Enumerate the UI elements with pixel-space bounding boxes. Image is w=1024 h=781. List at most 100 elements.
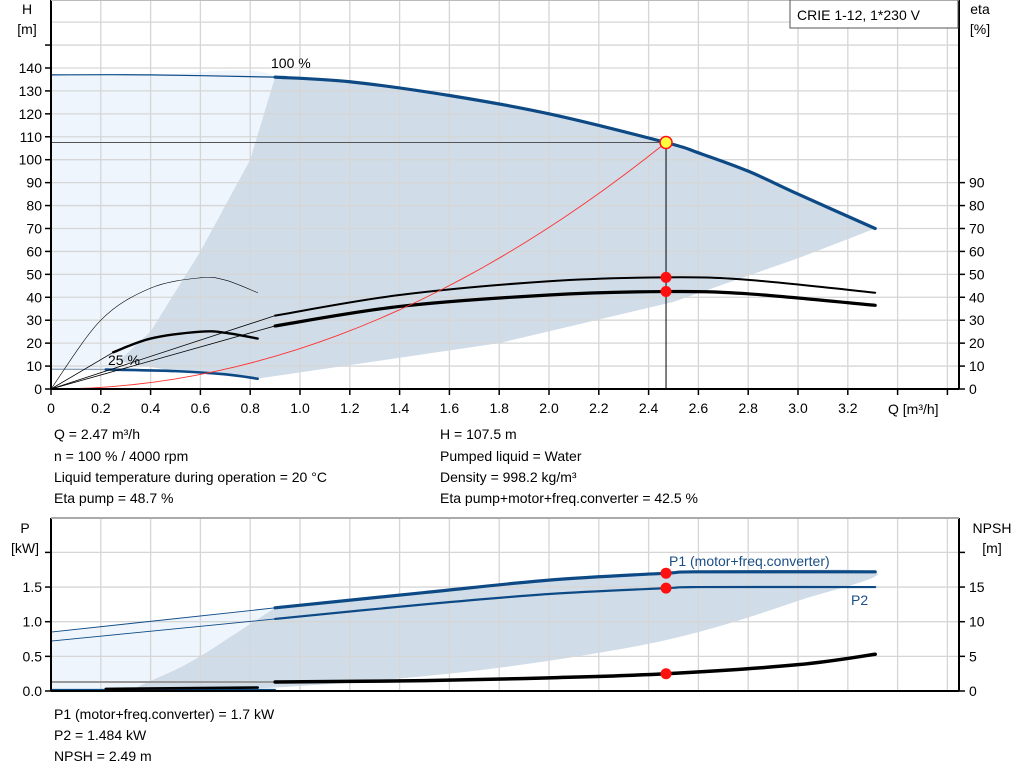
info-h: H = 107.5 m	[440, 426, 517, 442]
p2-marker	[660, 582, 672, 594]
info-p1: P1 (motor+freq.converter) = 1.7 kW	[54, 706, 275, 722]
legend-box: CRIE 1-12, 1*230 V	[789, 0, 959, 29]
x-tick-label: 2.0	[539, 400, 559, 416]
info-density: Density = 998.2 kg/m³	[440, 469, 577, 485]
x-tick-label: 2.4	[639, 400, 659, 416]
h-axis-unit: [m]	[17, 21, 36, 37]
eta-tick-label: 10	[969, 358, 985, 374]
x-tick-label: 0.6	[191, 400, 211, 416]
eta-tick-label: 60	[969, 243, 985, 259]
h-tick-label: 70	[26, 220, 42, 236]
x-tick-label: 0.2	[91, 400, 111, 416]
p1-marker	[660, 567, 672, 579]
curve-label-100: 100 %	[271, 55, 311, 71]
x-tick-label: 1.2	[340, 400, 360, 416]
p2-ext-curve	[50, 618, 276, 642]
info-eta-total: Eta pump+motor+freq.converter = 42.5 %	[440, 490, 698, 506]
head-25-curve	[104, 368, 259, 380]
eta-tick-label: 0	[969, 381, 977, 397]
npsh-axis-label: NPSH	[973, 520, 1012, 536]
p-tick-label: 0.5	[23, 648, 43, 664]
p1-curve-label: P1 (motor+freq.converter)	[669, 553, 830, 569]
x-tick-label: 1.8	[489, 400, 509, 416]
h-tick-label: 30	[26, 312, 42, 328]
eta-tick-label: 30	[969, 312, 985, 328]
h-tick-label: 120	[19, 106, 43, 122]
npsh-axis-unit: [m]	[982, 540, 1001, 556]
x-tick-label: 3.2	[838, 400, 858, 416]
info-liquid: Pumped liquid = Water	[440, 448, 582, 464]
eta-total-marker	[660, 286, 672, 298]
q-axis-label: Q [m³/h]	[888, 401, 939, 417]
eta-tick-label: 50	[969, 266, 985, 282]
eta-axis-unit: [%]	[970, 21, 990, 37]
npsh-tick-label: 5	[969, 648, 977, 664]
eta-total-curve	[273, 289, 877, 328]
h-tick-label: 140	[19, 60, 43, 76]
x-tick-label: 1.4	[390, 400, 410, 416]
p-axis-unit: [kW]	[11, 540, 39, 556]
eta-tick-label: 80	[969, 198, 985, 214]
eta-tick-label: 90	[969, 175, 985, 191]
eta-total-25-ext-curve	[50, 351, 114, 390]
h-tick-label: 0	[34, 381, 42, 397]
x-tick-label: 0.8	[240, 400, 260, 416]
duty-point-marker	[659, 135, 673, 150]
head-100-ext-curve	[50, 74, 276, 78]
extended-range-area	[51, 607, 276, 691]
info-npsh: NPSH = 2.49 m	[54, 748, 152, 764]
chart-title: CRIE 1-12, 1*230 V	[797, 7, 921, 23]
x-tick-label: 3.0	[788, 400, 808, 416]
curve-label-25: 25 %	[108, 352, 140, 368]
eta-tick-label: 20	[969, 335, 985, 351]
info-n: n = 100 % / 4000 rpm	[54, 448, 188, 464]
p-axis-label: P	[20, 520, 29, 536]
head-efficiency-chart: 0 0.2 0.4 0.6 0.8 1.0 1.2 1.4 1.6 1.8 2.0 2.2 2.4 2.6…	[17, 0, 990, 417]
h-tick-label: 100	[19, 152, 43, 168]
eta-total-ext-curve	[50, 325, 276, 390]
h-tick-label: 10	[26, 358, 42, 374]
power-npsh-chart: 0.0 0.5 1.0 1.5 0 5 10 15 P [kW] NPSH [m] P1 (m…	[11, 517, 1012, 699]
eta-pump-ext-curve	[50, 315, 276, 390]
npsh-tick-label: 0	[969, 683, 977, 699]
npsh-tick-label: 10	[969, 614, 985, 630]
h-tick-label: 90	[26, 175, 42, 191]
h-axis-label: H	[22, 1, 32, 17]
x-tick-label: 2.8	[738, 400, 758, 416]
p-25-curve	[104, 686, 259, 691]
h-tick-label: 80	[26, 198, 42, 214]
eta-tick-label: 70	[969, 220, 985, 236]
x-tick-label: 1.6	[440, 400, 460, 416]
x-tick-label: 2.2	[589, 400, 609, 416]
x-tick-label: 0	[47, 400, 55, 416]
x-tick-label: 2.6	[689, 400, 709, 416]
info-eta-pump: Eta pump = 48.7 %	[54, 490, 173, 506]
npsh-marker	[660, 668, 672, 680]
p2-curve	[274, 585, 877, 621]
eta-pump-marker	[660, 271, 672, 283]
npsh-tick-label: 15	[969, 579, 985, 595]
eta-axis-label: eta	[970, 1, 990, 17]
npsh-curve	[273, 652, 877, 684]
duty-info-top: Q = 2.47 m³/h n = 100 % / 4000 rpm Liqui…	[54, 426, 698, 506]
head-100-curve	[273, 75, 877, 231]
h-tick-label: 110	[20, 129, 43, 145]
h-tick-label: 40	[26, 289, 42, 305]
x-tick-label: 0.4	[141, 400, 161, 416]
eta-pump-25-curve	[50, 276, 258, 390]
h-tick-label: 50	[26, 266, 42, 282]
info-q: Q = 2.47 m³/h	[54, 426, 140, 442]
x-tick-label: 1.0	[290, 400, 310, 416]
info-p2: P2 = 1.484 kW	[54, 727, 147, 743]
p2-curve-label: P2	[851, 592, 868, 608]
eta-tick-label: 40	[969, 289, 985, 305]
eta-total-25-curve	[112, 330, 259, 354]
duty-info-bottom: P1 (motor+freq.converter) = 1.7 kW P2 = …	[54, 706, 275, 764]
h-tick-label: 60	[26, 243, 42, 259]
h-tick-label: 130	[19, 83, 43, 99]
p1-ext-curve	[50, 607, 276, 633]
p-tick-label: 1.0	[23, 614, 43, 630]
eta-pump-curve	[274, 276, 877, 317]
efficient-range-area	[125, 569, 878, 692]
